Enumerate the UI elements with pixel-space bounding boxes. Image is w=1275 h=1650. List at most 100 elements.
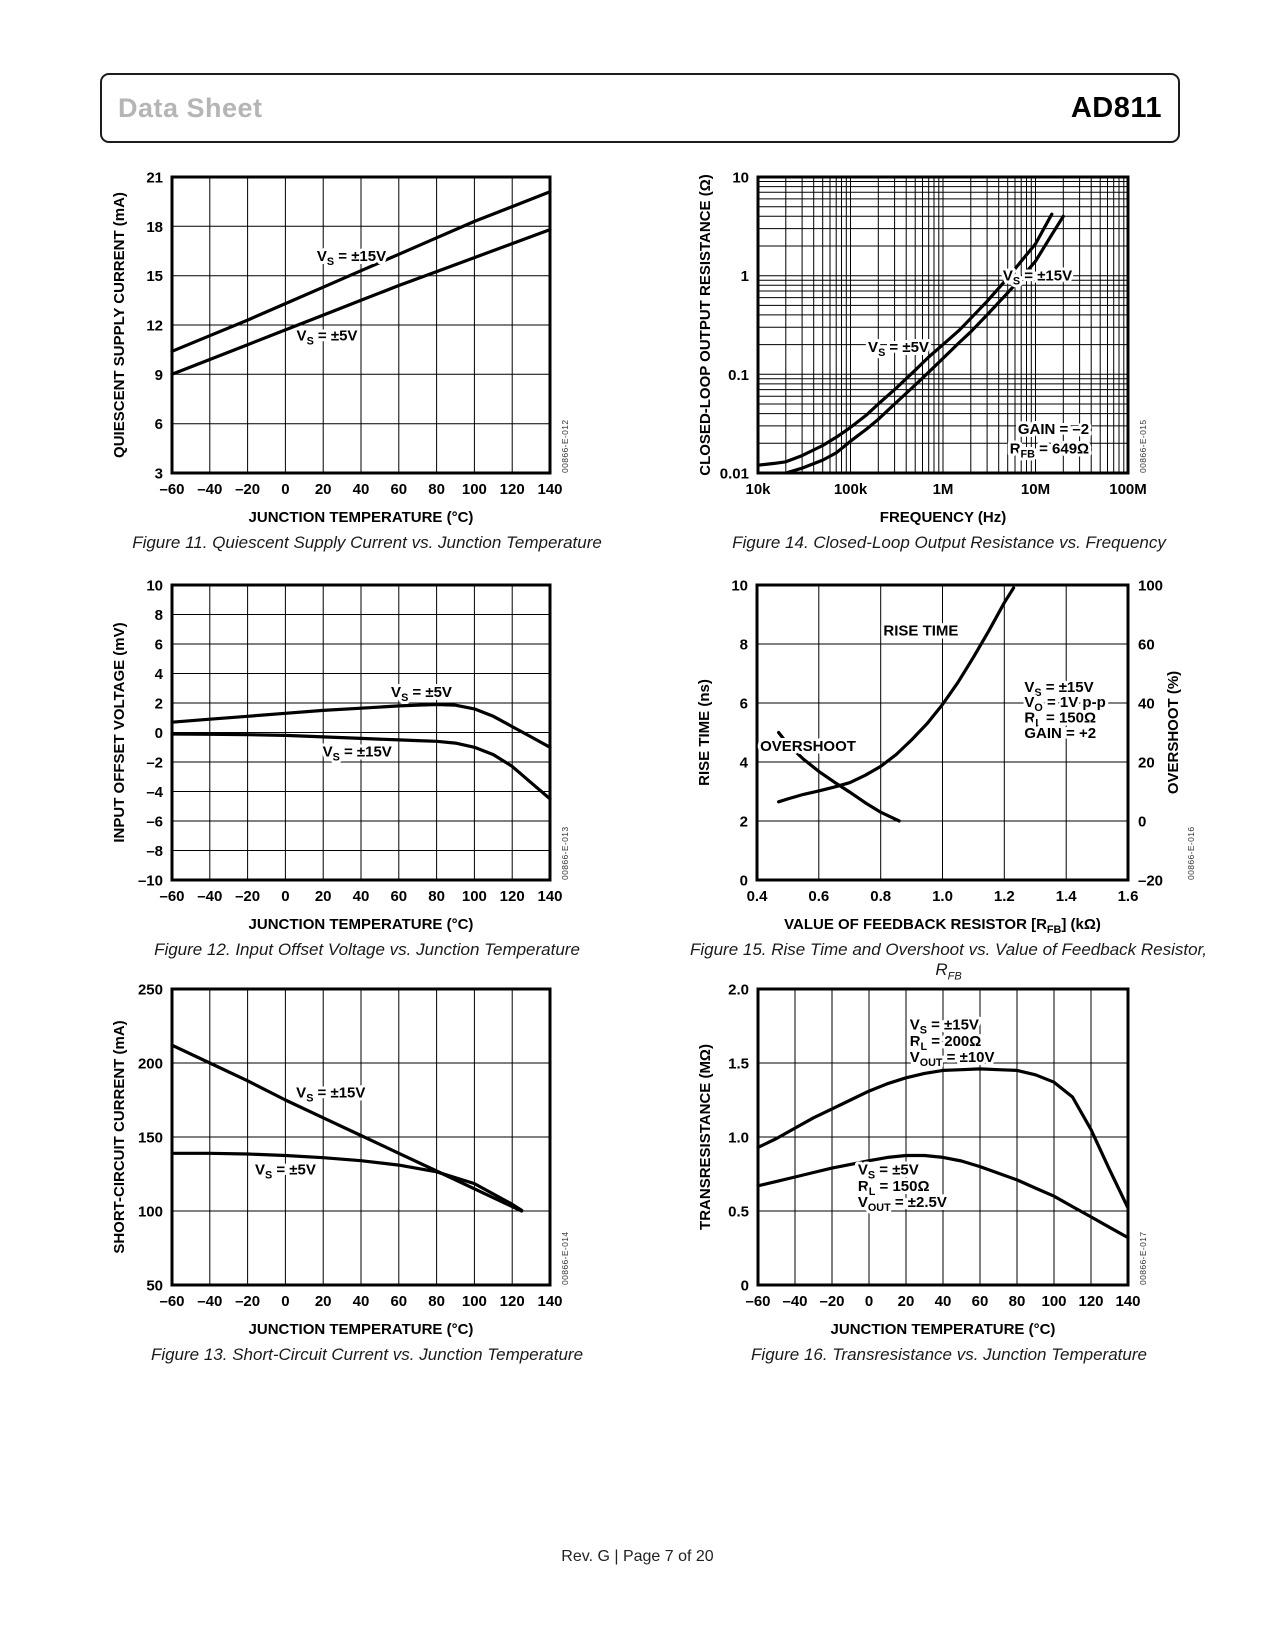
svg-text:0.01: 0.01: [720, 466, 749, 483]
figure-14-chart-canvas: 10k 100k 1M 10M 100M 0.01 0.1 1 10 VS = ±15V VS = …: [697, 170, 1148, 527]
svg-text:20: 20: [315, 1293, 332, 1310]
series-vs-15v: [784, 214, 1065, 475]
plot-annotation: VS = ±5V: [391, 684, 452, 704]
svg-text:60: 60: [390, 1293, 407, 1310]
svg-text:1.6: 1.6: [1118, 888, 1139, 905]
figure-code: 00866-E-017: [1138, 1231, 1148, 1285]
figure-12-input-offset-voltage: –60 –40 –20 0 20 40 60 80 100 120 140 –10 –8 –6 –4 –2 0 2…: [102, 569, 632, 980]
svg-text:2: 2: [740, 814, 748, 831]
figure-13-short-circuit-current: –60 –40 –20 0 20 40 60 80 100 120 140 50 100 150 200 25…: [102, 973, 632, 1385]
plot-annotation: VS = ±15V: [910, 1017, 979, 1037]
series-vs-5v: [170, 228, 552, 376]
svg-text:20: 20: [315, 481, 332, 498]
svg-text:140: 140: [537, 888, 562, 905]
figure-12-chart-canvas: –60 –40 –20 0 20 40 60 80 100 120 140–10–8–6–4–202…: [111, 578, 570, 934]
svg-text:8: 8: [740, 637, 748, 654]
series-vs-5v: [170, 1151, 524, 1212]
series-vs-5v: [170, 702, 552, 749]
svg-text:1.5: 1.5: [728, 1056, 749, 1073]
tick-labels: –60 –40 –20 0 20 40 60 80 100 120 140 50 100 150 200 25…: [138, 982, 563, 1311]
svg-text:–60: –60: [159, 1293, 184, 1310]
svg-text:15: 15: [146, 268, 163, 285]
plot-annotation: VS = ±5V: [868, 339, 929, 359]
svg-text:100: 100: [462, 1293, 487, 1310]
plot-annotation: VOUT = ±10V: [910, 1049, 995, 1069]
figure-13-chart-canvas: –60 –40 –20 0 20 40 60 80 100 120 140 50 100 150 200 25…: [111, 982, 570, 1339]
svg-text:–20: –20: [235, 888, 260, 905]
figure-code: 00866-E-016: [1186, 826, 1196, 880]
svg-text:80: 80: [428, 481, 445, 498]
plot-annotation: VO = 1V p-p: [1024, 694, 1105, 714]
svg-text:–20: –20: [819, 1293, 844, 1310]
svg-text:–2: –2: [146, 755, 163, 772]
part-number: AD811: [1070, 91, 1162, 124]
svg-text:0: 0: [740, 873, 748, 890]
series-vs-15v: [170, 190, 552, 353]
svg-text:10k: 10k: [745, 481, 771, 498]
page-footer: Rev. G | Page 7 of 20: [561, 1548, 714, 1565]
svg-text:–40: –40: [197, 1293, 222, 1310]
svg-text:21: 21: [146, 170, 163, 187]
svg-text:100: 100: [138, 1204, 163, 1221]
figure-caption: Figure 14. Closed-Loop Output Resistance…: [732, 533, 1166, 552]
x-axis-title: JUNCTION TEMPERATURE (°C): [249, 916, 474, 933]
svg-text:120: 120: [500, 481, 525, 498]
svg-text:0: 0: [281, 888, 289, 905]
svg-text:4: 4: [155, 666, 164, 683]
figure-15-chart-canvas: 0.4 0.6 0.8 1.0 1.2 1.4 1.6 0 2 4 6 8 10 –20 0 20 40 60 10…: [696, 578, 1196, 937]
figure-caption: Figure 12. Input Offset Voltage vs. Junc…: [154, 940, 580, 959]
figure-16-chart-canvas: –60 –40 –20 0 20 40 60 80 100 120 140 0 0.5 1.0 1.5 2.0…: [697, 982, 1148, 1339]
svg-text:0.5: 0.5: [728, 1204, 749, 1221]
tick-labels: –60 –40 –20 0 20 40 60 80 100 120 140 0 0.5 1.0 1.5 2.0: [728, 982, 1140, 1311]
svg-text:60: 60: [972, 1293, 989, 1310]
series-vs-5v: [756, 212, 1054, 467]
svg-text:100M: 100M: [1109, 481, 1147, 498]
series-vs-5v: [756, 1153, 1130, 1240]
plot-annotation: GAIN = –2: [1018, 421, 1089, 438]
svg-text:140: 140: [537, 481, 562, 498]
svg-text:80: 80: [428, 888, 445, 905]
svg-text:10: 10: [731, 578, 748, 595]
svg-text:0.6: 0.6: [808, 888, 829, 905]
tick-labels: –60 –40 –20 0 20 40 60 80 100 120 140 3 6 9 12 15 18 21: [146, 170, 562, 499]
figure-15-rise-time-overshoot: 0.4 0.6 0.8 1.0 1.2 1.4 1.6 0 2 4 6 8 10 –20 0 20 40 60 10…: [687, 569, 1210, 983]
svg-text:120: 120: [500, 1293, 525, 1310]
tick-labels: –60 –40 –20 0 20 40 60 80 100 120 140–10–8–6–4–202…: [138, 578, 563, 906]
tick-labels: 10k 100k 1M 10M 100M 0.01 0.1 1 10: [720, 170, 1147, 499]
svg-text:–40: –40: [197, 481, 222, 498]
y-axis-title: CLOSED-LOOP OUTPUT RESISTANCE (Ω): [697, 174, 714, 475]
svg-text:0: 0: [865, 1293, 873, 1310]
svg-text:–40: –40: [782, 1293, 807, 1310]
svg-text:0.8: 0.8: [870, 888, 891, 905]
x-axis-title: FREQUENCY (Hz): [880, 509, 1006, 526]
svg-text:1.2: 1.2: [994, 888, 1015, 905]
plot-annotation: VOUT = ±2.5V: [858, 1194, 947, 1214]
svg-text:6: 6: [155, 416, 163, 433]
svg-text:120: 120: [500, 888, 525, 905]
svg-text:250: 250: [138, 982, 163, 999]
page-header: Data Sheet AD811: [100, 73, 1180, 143]
svg-text:6: 6: [740, 696, 748, 713]
plot-annotation: VS = ±15V: [317, 248, 386, 268]
plot-frame: [756, 175, 1130, 475]
plot-annotation: RFB = 649Ω: [1010, 440, 1089, 460]
svg-text:10M: 10M: [1021, 481, 1050, 498]
figure-14-closed-loop-output-resistance: 10k 100k 1M 10M 100M 0.01 0.1 1 10 VS = ±15V VS = …: [688, 161, 1210, 573]
svg-text:–60: –60: [745, 1293, 770, 1310]
plot-annotation: OVERSHOOT: [760, 738, 856, 755]
series-rise-time: [777, 586, 1016, 804]
svg-text:–60: –60: [159, 888, 184, 905]
svg-text:80: 80: [1009, 1293, 1026, 1310]
plot-frame: [170, 175, 552, 475]
svg-text:1M: 1M: [933, 481, 954, 498]
svg-text:–4: –4: [146, 784, 163, 801]
series-vs-15v: [170, 732, 552, 801]
svg-text:60: 60: [1138, 637, 1155, 654]
svg-text:–20: –20: [235, 1293, 260, 1310]
figure-16-transresistance: –60 –40 –20 0 20 40 60 80 100 120 140 0 0.5 1.0 1.5 2.0…: [688, 973, 1210, 1385]
series-vs-15v: [756, 1067, 1130, 1210]
figure-code: 00866-E-014: [560, 1231, 570, 1285]
svg-text:–60: –60: [159, 481, 184, 498]
svg-text:120: 120: [1078, 1293, 1103, 1310]
